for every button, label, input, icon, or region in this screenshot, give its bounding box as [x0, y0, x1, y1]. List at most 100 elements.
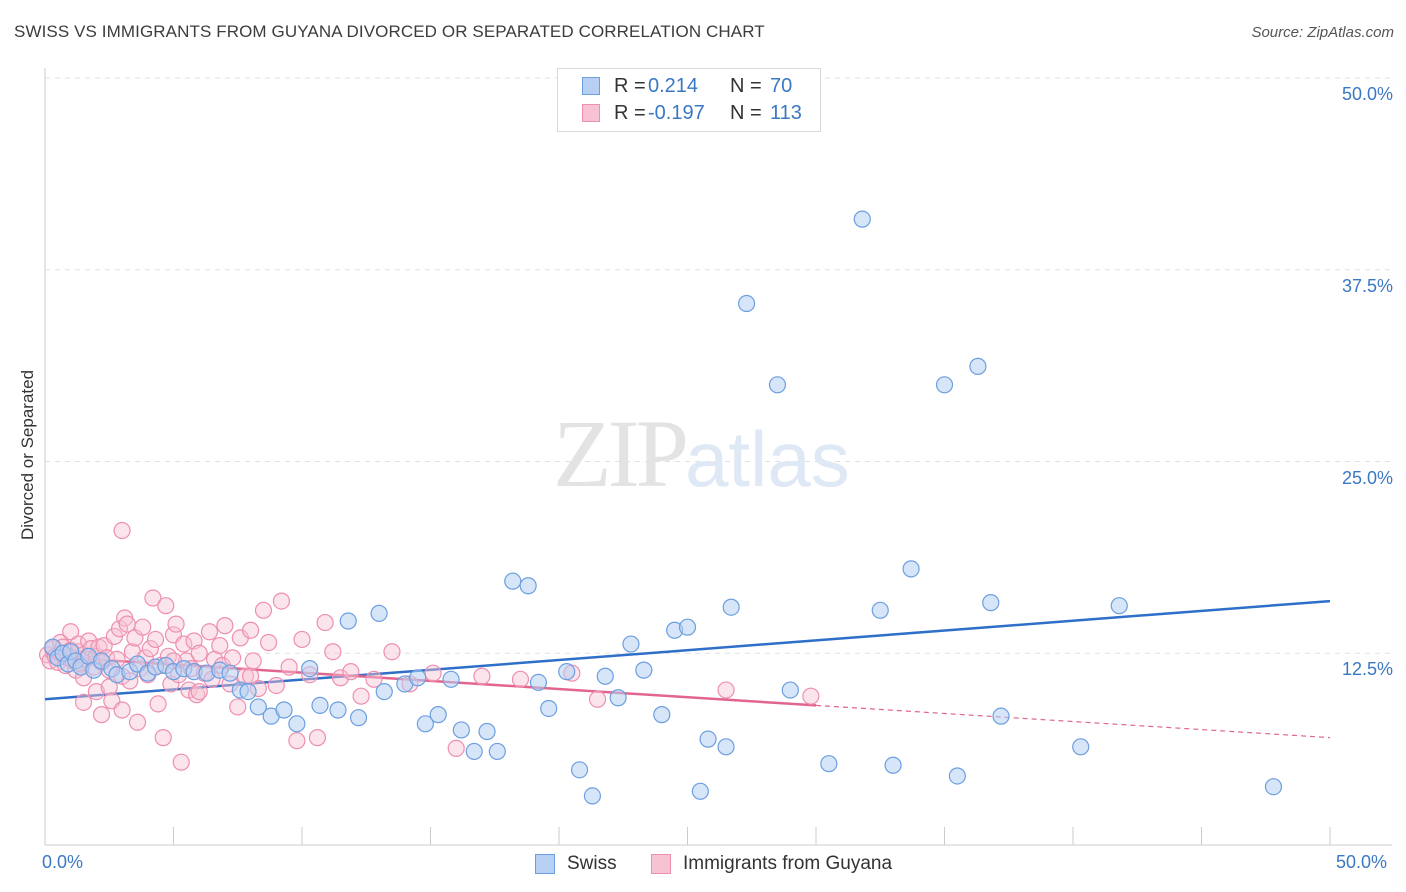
swiss-point: [699, 730, 717, 748]
y-tick-label: 25.0%: [1341, 467, 1393, 488]
guyana-point: [331, 669, 350, 687]
y-tick-label: 12.5%: [1341, 659, 1393, 680]
legend-n-label: N =: [730, 102, 762, 124]
swiss-point: [653, 706, 671, 724]
swiss-point: [329, 701, 347, 719]
x-tick-label-min: 0.0%: [42, 852, 84, 872]
guyana-point: [149, 695, 167, 713]
swiss-point: [691, 782, 709, 800]
axes: [44, 68, 1392, 846]
guyana-point: [62, 623, 80, 641]
guyana-swatch: [651, 854, 671, 874]
guyana-point: [167, 615, 185, 633]
guyana-point: [267, 676, 285, 695]
swiss-point: [717, 738, 735, 756]
guyana-point: [272, 592, 291, 610]
guyana-point: [316, 613, 334, 632]
guyana-point: [229, 698, 247, 716]
guyana-point: [288, 732, 306, 750]
guyana-point: [157, 597, 175, 615]
swiss-point: [339, 612, 357, 630]
stats-legend: R = 0.214 N = 70 R = -0.197 N = 113: [557, 68, 821, 132]
swiss-point: [596, 667, 614, 685]
guyana-point: [146, 630, 165, 649]
swiss-point: [529, 673, 548, 691]
chart-title: SWISS VS IMMIGRANTS FROM GUYANA DIVORCED…: [14, 22, 765, 41]
swiss-point: [442, 670, 460, 688]
swiss-point: [1072, 738, 1090, 756]
swiss-point: [820, 755, 838, 773]
guyana-point: [424, 664, 442, 682]
swiss-point: [488, 742, 506, 761]
swiss-point: [540, 699, 558, 718]
swiss-trend-line: [44, 599, 1331, 701]
guyana-point: [190, 682, 208, 701]
guyana-point: [172, 753, 190, 771]
guyana-trend-extension: [815, 704, 1331, 739]
swiss-point: [583, 787, 602, 805]
swiss-point: [409, 669, 427, 687]
guyana-point: [383, 643, 401, 661]
swiss-point: [311, 696, 329, 715]
swiss-point: [478, 722, 496, 741]
swiss-point: [982, 594, 1000, 612]
swiss-point: [781, 681, 799, 699]
legend-r-value: -0.197: [648, 102, 705, 124]
grid-lines: [45, 77, 1392, 654]
swiss-point: [275, 701, 293, 719]
guyana-point: [293, 630, 311, 649]
swiss-point: [301, 659, 319, 678]
legend-r-label: R =: [614, 75, 646, 97]
y-tick-label: 37.5%: [1341, 275, 1393, 296]
legend-r-label: R =: [614, 102, 646, 124]
guyana-point: [113, 701, 131, 719]
swiss-point: [1264, 778, 1283, 796]
swiss-point: [519, 577, 537, 595]
guyana-point: [144, 589, 162, 607]
y-tick-label: 50.0%: [1341, 84, 1393, 104]
legend-label-guyana: Immigrants from Guyana: [683, 853, 893, 874]
swiss-swatch: [535, 854, 555, 874]
guyana-point: [259, 633, 278, 652]
swiss-point: [768, 376, 787, 394]
swiss-point: [221, 664, 239, 682]
swiss-point: [349, 709, 368, 727]
swiss-point: [504, 572, 522, 590]
swiss-point: [429, 706, 447, 724]
guyana-point: [224, 649, 242, 667]
guyana-point: [100, 678, 118, 696]
swiss-point: [1110, 597, 1128, 615]
guyana-point: [134, 618, 152, 636]
guyana-point: [473, 667, 491, 685]
swiss-point: [902, 560, 920, 578]
swiss-point: [622, 635, 640, 653]
swiss-point: [948, 767, 966, 785]
guyana-point: [802, 687, 820, 705]
guyana-point: [175, 635, 193, 653]
swiss-point: [884, 756, 902, 774]
swiss-point: [239, 682, 257, 701]
guyana-point: [588, 690, 607, 708]
guyana-point: [447, 739, 465, 757]
guyana-point: [254, 601, 273, 619]
swiss-point: [465, 742, 483, 761]
guyana-point: [365, 670, 383, 688]
guyana-point: [324, 643, 342, 661]
legend-label-swiss: Swiss: [567, 853, 617, 874]
guyana-point: [87, 682, 106, 701]
guyana-point: [511, 670, 530, 688]
guyana-point: [74, 693, 93, 711]
guyana-point: [242, 667, 260, 685]
guyana-point: [92, 706, 111, 724]
guyana-point: [352, 687, 370, 705]
swiss-point: [635, 661, 653, 679]
source-note: Source: ZipAtlas.com: [1251, 24, 1394, 41]
guyana-point: [128, 713, 147, 731]
swiss-point: [570, 761, 589, 779]
guyana-point: [211, 636, 229, 655]
legend-n-value: 70: [770, 75, 793, 97]
swiss-point: [249, 698, 267, 716]
guyana-points: [38, 521, 820, 771]
swiss-point: [288, 715, 306, 733]
